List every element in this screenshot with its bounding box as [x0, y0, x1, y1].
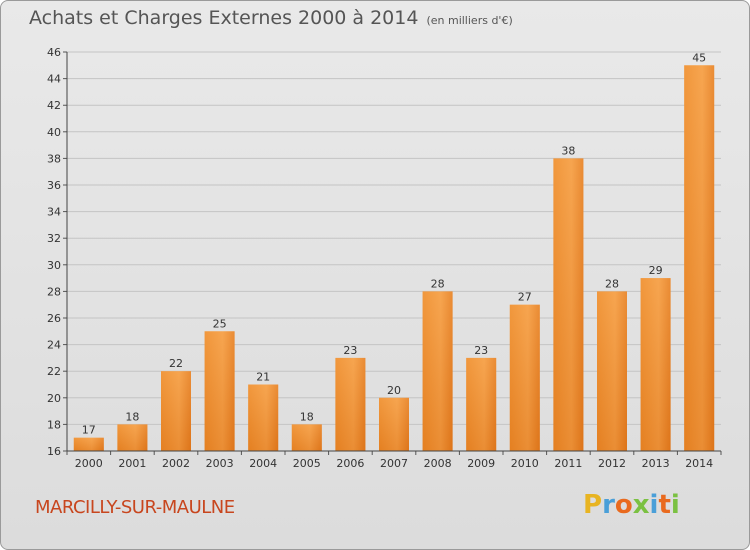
y-tick-label: 26 [47, 312, 61, 325]
x-tick-label: 2014 [685, 457, 713, 470]
bar-shade [422, 291, 453, 451]
logo-letter: t [658, 490, 671, 520]
y-tick-label: 22 [47, 365, 61, 378]
y-tick-label: 18 [47, 418, 61, 431]
y-tick-label: 44 [47, 73, 61, 86]
data-label: 17 [82, 424, 96, 437]
data-label: 27 [518, 291, 532, 304]
data-label: 25 [213, 317, 227, 330]
y-tick-label: 20 [47, 392, 61, 405]
commune-name: MARCILLY-SUR-MAULNE [35, 497, 235, 518]
logo-letter: P [583, 490, 603, 520]
x-tick-label: 2008 [424, 457, 452, 470]
x-tick-label: 2006 [336, 457, 364, 470]
bar-shade [335, 357, 366, 451]
logo-letter: r [602, 490, 615, 520]
x-tick-label: 2004 [249, 457, 277, 470]
bars [73, 65, 715, 452]
bar-shade [509, 304, 540, 451]
y-tick-label: 40 [47, 126, 61, 139]
y-tick-label: 30 [47, 259, 61, 272]
bar-shade [466, 357, 497, 451]
x-tick-label: 2009 [467, 457, 495, 470]
y-tick-label: 28 [47, 285, 61, 298]
chart-title-text: Achats et Charges Externes 2000 à 2014 [29, 7, 419, 29]
logo-letter: i [670, 490, 680, 520]
data-label: 21 [256, 371, 270, 384]
data-label: 18 [300, 410, 314, 423]
bar-shade [379, 397, 409, 451]
y-tick-label: 42 [47, 99, 61, 112]
bar-shade [73, 437, 104, 451]
data-label: 18 [125, 410, 139, 423]
logo-letter: x [632, 490, 650, 520]
x-tick-label: 2000 [75, 457, 103, 470]
y-tick-label: 34 [47, 206, 61, 219]
data-label: 23 [343, 344, 357, 357]
x-tick-label: 2010 [511, 457, 539, 470]
y-tick-label: 38 [47, 152, 61, 165]
proxiti-logo: Proxiti [583, 490, 680, 520]
data-label: 38 [561, 144, 575, 157]
data-label: 28 [605, 277, 619, 290]
data-label: 28 [431, 277, 445, 290]
data-label: 23 [474, 344, 488, 357]
y-tick-label: 46 [47, 46, 61, 59]
unit-note: (en milliers d'€) [426, 14, 513, 27]
x-tick-label: 2011 [554, 457, 582, 470]
x-tick-label: 2003 [206, 457, 234, 470]
chart-title: Achats et Charges Externes 2000 à 2014 (e… [29, 7, 513, 29]
x-tick-label: 2013 [642, 457, 670, 470]
y-tick-label: 36 [47, 179, 61, 192]
data-label: 20 [387, 384, 401, 397]
x-tick-label: 2001 [118, 457, 146, 470]
bar-shade [117, 424, 148, 451]
bar-shade [161, 371, 191, 451]
labels: 16 18 20 22 24 26 28 30 32 34 36 38 40 42 44 46 17 2000 18… [47, 46, 713, 470]
data-label: 45 [692, 51, 706, 64]
x-tick-label: 2012 [598, 457, 626, 470]
bar-shade [291, 424, 322, 451]
bar-shade [204, 331, 235, 451]
y-tick-label: 24 [47, 339, 61, 352]
logo-letter: o [614, 490, 633, 520]
x-tick-label: 2007 [380, 457, 408, 470]
bar-shade [553, 158, 584, 451]
bar-shade [640, 278, 671, 451]
y-tick-label: 16 [47, 445, 61, 458]
data-label: 22 [169, 357, 183, 370]
axes [63, 51, 722, 455]
data-label: 29 [649, 264, 663, 277]
bar-shade [248, 384, 279, 451]
logo-letter: i [649, 490, 659, 520]
x-tick-label: 2002 [162, 457, 190, 470]
y-tick-label: 32 [47, 232, 61, 245]
bar-shade [597, 291, 627, 451]
x-tick-label: 2005 [293, 457, 321, 470]
bar-shade [684, 65, 715, 452]
